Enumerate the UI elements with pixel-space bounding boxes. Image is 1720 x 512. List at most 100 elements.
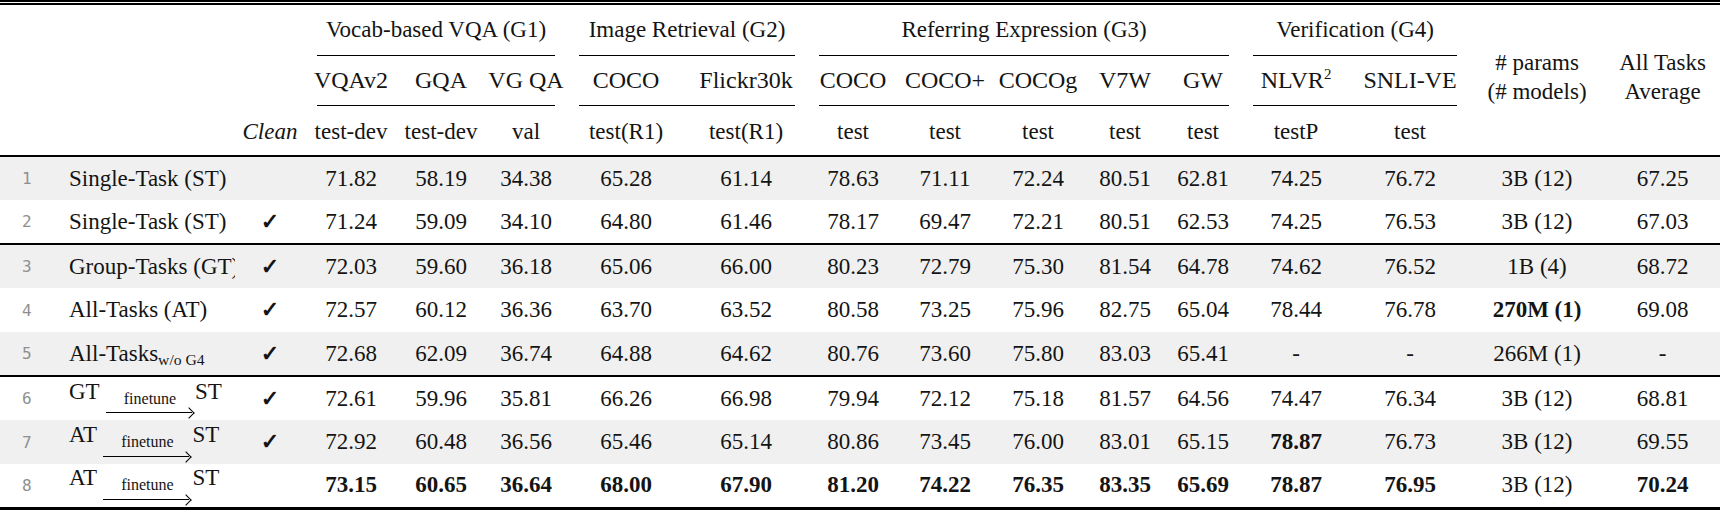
row-label: Single-Task (ST)	[55, 200, 235, 244]
value-cell: 65.41	[1165, 332, 1241, 376]
split-header: test-dev	[305, 109, 397, 156]
split-header: test(R1)	[567, 109, 685, 156]
value-cell: -	[1351, 332, 1469, 376]
table-row: 1Single-Task (ST)71.8258.1934.3865.2861.…	[0, 156, 1720, 200]
row-label: AT finetuneST	[55, 464, 235, 508]
value-cell: 64.78	[1165, 244, 1241, 288]
row-number: 1	[0, 156, 55, 200]
check-icon: ✓	[235, 244, 305, 288]
avg-cell: 68.81	[1605, 376, 1720, 420]
split-header: testP	[1241, 109, 1351, 156]
params-cell: 3B (12)	[1469, 376, 1605, 420]
value-cell: 64.80	[567, 200, 685, 244]
value-cell: 73.45	[899, 420, 991, 464]
group-header-row: Vocab-based VQA (G1) Image Retrieval (G2…	[0, 3, 1720, 52]
value-cell: 83.01	[1085, 420, 1165, 464]
value-cell: 71.11	[899, 156, 991, 200]
value-cell: 76.52	[1351, 244, 1469, 288]
value-cell: -	[1241, 332, 1351, 376]
value-cell: 72.92	[305, 420, 397, 464]
value-cell: 35.81	[485, 376, 567, 420]
value-cell: 72.21	[991, 200, 1085, 244]
value-cell: 78.87	[1241, 420, 1351, 464]
g1-rule	[305, 51, 567, 59]
value-cell: 65.04	[1165, 288, 1241, 332]
row-number: 7	[0, 420, 55, 464]
value-cell: 72.12	[899, 376, 991, 420]
value-cell: 79.94	[807, 376, 899, 420]
col-header-coco-retrieval: COCO	[567, 59, 685, 101]
value-cell: 69.47	[899, 200, 991, 244]
value-cell: 36.18	[485, 244, 567, 288]
value-cell: 62.53	[1165, 200, 1241, 244]
value-cell: 65.06	[567, 244, 685, 288]
value-cell: 66.00	[685, 244, 807, 288]
value-cell: 73.60	[899, 332, 991, 376]
g1-rule	[305, 101, 567, 109]
row-label: AT finetuneST	[55, 420, 235, 464]
g2-rule	[567, 51, 807, 59]
value-cell: 76.72	[1351, 156, 1469, 200]
value-cell: 73.15	[305, 464, 397, 508]
value-cell: 36.74	[485, 332, 567, 376]
value-cell: 72.03	[305, 244, 397, 288]
value-cell: 72.57	[305, 288, 397, 332]
avg-cell: 67.25	[1605, 156, 1720, 200]
value-cell: 68.00	[567, 464, 685, 508]
row-label: Group-Tasks (GT)	[55, 244, 235, 288]
col-header-all-tasks-average: All Tasks Average	[1605, 3, 1720, 157]
value-cell: 62.81	[1165, 156, 1241, 200]
group-underline-row	[0, 51, 1720, 59]
value-cell: 80.76	[807, 332, 899, 376]
value-cell: 66.98	[685, 376, 807, 420]
row-number: 3	[0, 244, 55, 288]
row-label: GT finetuneST	[55, 376, 235, 420]
value-cell: 83.35	[1085, 464, 1165, 508]
col-header-flickr30k: Flickr30k	[685, 59, 807, 101]
table-body: 1Single-Task (ST)71.8258.1934.3865.2861.…	[0, 156, 1720, 508]
params-cell: 3B (12)	[1469, 156, 1605, 200]
value-cell: 65.15	[1165, 420, 1241, 464]
split-header: val	[485, 109, 567, 156]
params-cell: 3B (12)	[1469, 464, 1605, 508]
table-row: 7AT finetuneST✓72.9260.4836.5665.4665.14…	[0, 420, 1720, 464]
col-group-g2: Image Retrieval (G2)	[567, 3, 807, 52]
row-number: 6	[0, 376, 55, 420]
col-header-gw: GW	[1165, 59, 1241, 101]
value-cell: 63.70	[567, 288, 685, 332]
clean-checkmark-cell	[235, 464, 305, 508]
col-header-v7w: V7W	[1085, 59, 1165, 101]
value-cell: 60.65	[397, 464, 485, 508]
value-cell: 75.30	[991, 244, 1085, 288]
table-row: 2Single-Task (ST)✓71.2459.0934.1064.8061…	[0, 200, 1720, 244]
params-header-line1: # params	[1469, 49, 1605, 77]
value-cell: 72.79	[899, 244, 991, 288]
value-cell: 72.68	[305, 332, 397, 376]
avg-cell: 67.03	[1605, 200, 1720, 244]
avg-cell: -	[1605, 332, 1720, 376]
value-cell: 74.22	[899, 464, 991, 508]
value-cell: 36.36	[485, 288, 567, 332]
params-cell: 1B (4)	[1469, 244, 1605, 288]
spacer-cell	[0, 3, 305, 52]
value-cell: 72.24	[991, 156, 1085, 200]
avg-cell: 68.72	[1605, 244, 1720, 288]
value-cell: 80.86	[807, 420, 899, 464]
finetune-arrow-icon: finetune	[103, 434, 191, 462]
value-cell: 71.82	[305, 156, 397, 200]
value-cell: 60.12	[397, 288, 485, 332]
value-cell: 61.14	[685, 156, 807, 200]
g2-rule	[567, 101, 807, 109]
value-cell: 65.69	[1165, 464, 1241, 508]
table-row: 3Group-Tasks (GT)✓72.0359.6036.1865.0666…	[0, 244, 1720, 288]
split-header-row: Clean test-dev test-dev val test(R1) tes…	[0, 109, 1720, 156]
value-cell: 76.53	[1351, 200, 1469, 244]
split-header: test	[1351, 109, 1469, 156]
value-cell: 59.60	[397, 244, 485, 288]
value-cell: 80.51	[1085, 200, 1165, 244]
g3-rule	[807, 51, 1241, 59]
params-cell: 3B (12)	[1469, 420, 1605, 464]
avg-header-line2: Average	[1605, 78, 1720, 106]
col-header-nlvr2: NLVR2	[1241, 59, 1351, 101]
split-header: test	[1165, 109, 1241, 156]
